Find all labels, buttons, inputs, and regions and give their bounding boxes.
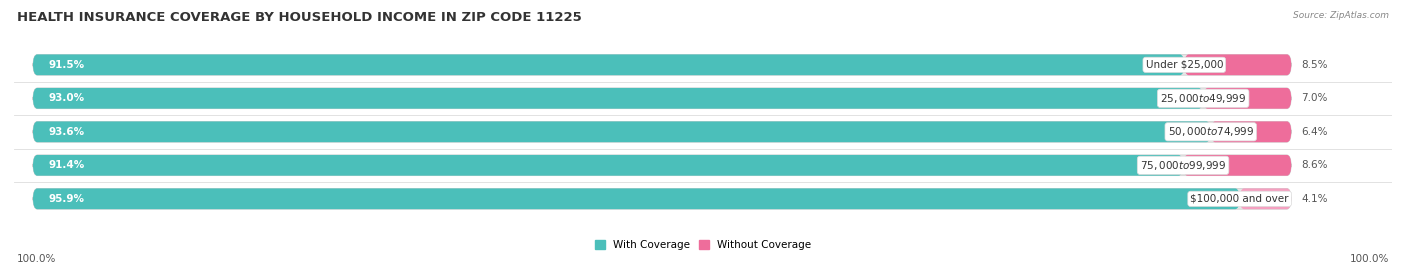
Text: 95.9%: 95.9%: [48, 194, 84, 204]
FancyBboxPatch shape: [32, 54, 1291, 75]
Text: $100,000 and over: $100,000 and over: [1191, 194, 1289, 204]
Text: HEALTH INSURANCE COVERAGE BY HOUSEHOLD INCOME IN ZIP CODE 11225: HEALTH INSURANCE COVERAGE BY HOUSEHOLD I…: [17, 11, 582, 24]
FancyBboxPatch shape: [32, 54, 1184, 75]
FancyBboxPatch shape: [1211, 121, 1291, 142]
Text: 8.6%: 8.6%: [1302, 160, 1327, 170]
Text: 91.5%: 91.5%: [48, 60, 84, 70]
Text: 100.0%: 100.0%: [17, 254, 56, 264]
Text: 91.4%: 91.4%: [48, 160, 84, 170]
Text: 8.5%: 8.5%: [1302, 60, 1327, 70]
FancyBboxPatch shape: [32, 121, 1211, 142]
Legend: With Coverage, Without Coverage: With Coverage, Without Coverage: [591, 236, 815, 254]
Text: 7.0%: 7.0%: [1302, 93, 1327, 103]
FancyBboxPatch shape: [1204, 88, 1291, 109]
FancyBboxPatch shape: [32, 155, 1291, 176]
FancyBboxPatch shape: [1240, 188, 1291, 209]
Text: $25,000 to $49,999: $25,000 to $49,999: [1160, 92, 1246, 105]
Text: $75,000 to $99,999: $75,000 to $99,999: [1140, 159, 1226, 172]
FancyBboxPatch shape: [32, 155, 1182, 176]
Text: Under $25,000: Under $25,000: [1146, 60, 1223, 70]
Text: 6.4%: 6.4%: [1302, 127, 1327, 137]
FancyBboxPatch shape: [32, 121, 1291, 142]
FancyBboxPatch shape: [32, 188, 1291, 209]
FancyBboxPatch shape: [32, 88, 1204, 109]
FancyBboxPatch shape: [1182, 155, 1291, 176]
Text: $50,000 to $74,999: $50,000 to $74,999: [1167, 125, 1254, 138]
Text: 100.0%: 100.0%: [1350, 254, 1389, 264]
Text: 93.0%: 93.0%: [48, 93, 84, 103]
Text: Source: ZipAtlas.com: Source: ZipAtlas.com: [1294, 11, 1389, 20]
FancyBboxPatch shape: [32, 188, 1240, 209]
Text: 93.6%: 93.6%: [48, 127, 84, 137]
FancyBboxPatch shape: [32, 88, 1291, 109]
FancyBboxPatch shape: [1184, 54, 1291, 75]
Text: 4.1%: 4.1%: [1302, 194, 1327, 204]
